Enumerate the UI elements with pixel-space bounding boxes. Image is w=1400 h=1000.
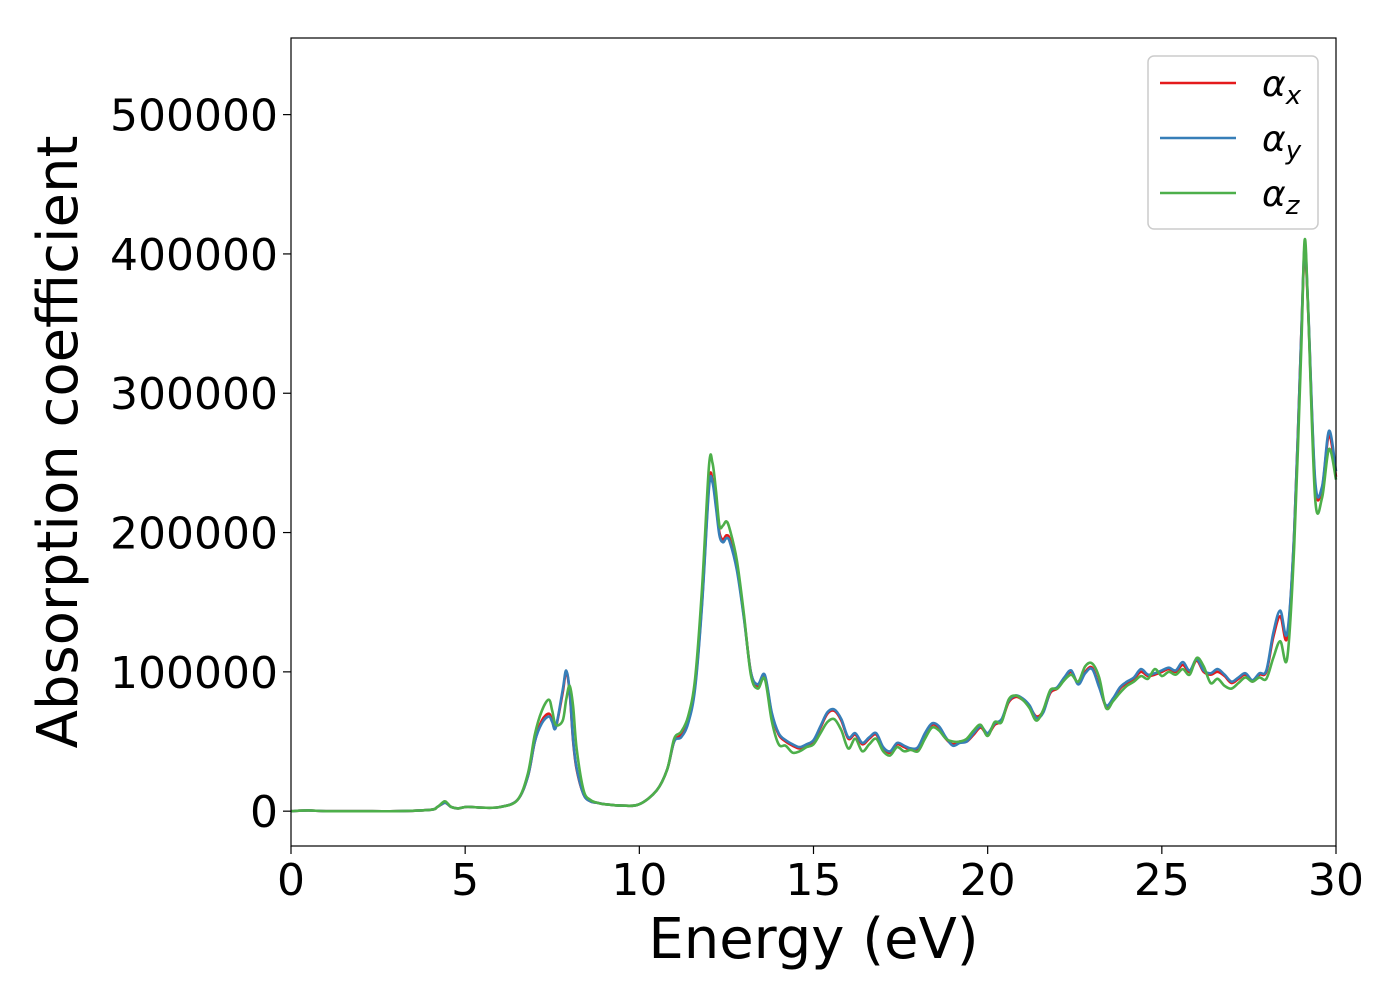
legend-label: αz	[1262, 174, 1301, 221]
y-tick-label: 500000	[110, 91, 278, 142]
x-axis: 0 5 10 15 20 25 30	[277, 846, 1364, 906]
x-tick-label: 15	[786, 855, 842, 906]
y-tick-label: 300000	[110, 369, 278, 420]
y-axis: 0 100000 200000 300000 400000 500000	[110, 91, 291, 838]
legend-box	[1147, 55, 1319, 230]
y-axis-label: Absorption coefficient	[26, 136, 91, 749]
y-tick-label: 200000	[110, 509, 278, 560]
legend-label: αy	[1262, 119, 1302, 166]
series-line-1	[290, 252, 1338, 813]
y-tick-label: 400000	[110, 230, 278, 281]
legend: αx αy αz	[1147, 55, 1319, 230]
x-tick-label: 30	[1308, 855, 1364, 906]
x-tick-label: 0	[277, 855, 305, 906]
x-tick-label: 25	[1134, 855, 1190, 906]
legend-label: αx	[1262, 64, 1302, 111]
y-tick-label: 100000	[110, 648, 278, 699]
plot-series	[290, 237, 1338, 813]
x-axis-label: Energy (eV)	[648, 907, 978, 972]
series-line-3	[290, 237, 1338, 813]
y-tick-label: 0	[250, 787, 278, 838]
x-tick-label: 10	[611, 855, 667, 906]
x-tick-label: 20	[960, 855, 1016, 906]
x-tick-label: 5	[451, 855, 479, 906]
series-line-2	[290, 245, 1338, 813]
